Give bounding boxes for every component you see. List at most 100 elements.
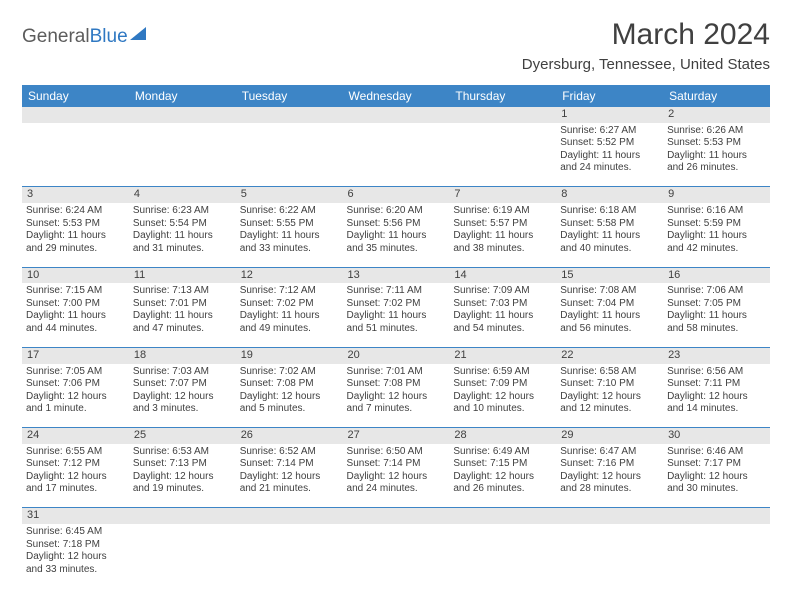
dl2: and 7 minutes. xyxy=(347,403,446,416)
dl2: and 26 minutes. xyxy=(667,162,766,175)
dl1: Daylight: 11 hours xyxy=(347,310,446,323)
sunrise: Sunrise: 6:50 AM xyxy=(347,446,446,459)
sunset: Sunset: 5:53 PM xyxy=(26,218,125,231)
sunrise: Sunrise: 7:08 AM xyxy=(560,285,659,298)
day-header: Thursday xyxy=(449,85,556,107)
dl1: Daylight: 11 hours xyxy=(26,310,125,323)
title-block: March 2024 Dyersburg, Tennessee, United … xyxy=(522,18,770,73)
day-content-cell: Sunrise: 7:11 AMSunset: 7:02 PMDaylight:… xyxy=(343,283,450,347)
day-content-cell: Sunrise: 7:09 AMSunset: 7:03 PMDaylight:… xyxy=(449,283,556,347)
dl1: Daylight: 12 hours xyxy=(667,471,766,484)
day-number-cell: 10 xyxy=(22,267,129,283)
dl1: Daylight: 12 hours xyxy=(240,471,339,484)
sunset: Sunset: 7:02 PM xyxy=(347,298,446,311)
day-number-cell: 9 xyxy=(663,187,770,203)
day-number-cell xyxy=(343,107,450,123)
sunset: Sunset: 5:52 PM xyxy=(560,137,659,150)
sunset: Sunset: 7:14 PM xyxy=(240,458,339,471)
day-content-cell xyxy=(129,524,236,588)
day-content-cell: Sunrise: 6:23 AMSunset: 5:54 PMDaylight:… xyxy=(129,203,236,267)
day-number-cell: 23 xyxy=(663,347,770,363)
day-content-cell: Sunrise: 6:24 AMSunset: 5:53 PMDaylight:… xyxy=(22,203,129,267)
dl2: and 31 minutes. xyxy=(133,243,232,256)
sunset: Sunset: 7:14 PM xyxy=(347,458,446,471)
dl1: Daylight: 11 hours xyxy=(453,310,552,323)
dl2: and 19 minutes. xyxy=(133,483,232,496)
day-number-cell xyxy=(449,508,556,524)
sunset: Sunset: 7:11 PM xyxy=(667,378,766,391)
day-number-row: 12 xyxy=(22,107,770,123)
day-number-row: 24252627282930 xyxy=(22,428,770,444)
day-number-cell: 2 xyxy=(663,107,770,123)
dl2: and 1 minute. xyxy=(26,403,125,416)
day-content-cell: Sunrise: 7:15 AMSunset: 7:00 PMDaylight:… xyxy=(22,283,129,347)
dl2: and 47 minutes. xyxy=(133,323,232,336)
day-content-cell: Sunrise: 7:03 AMSunset: 7:07 PMDaylight:… xyxy=(129,364,236,428)
sunset: Sunset: 7:06 PM xyxy=(26,378,125,391)
day-content-cell xyxy=(449,123,556,187)
day-content-cell: Sunrise: 6:55 AMSunset: 7:12 PMDaylight:… xyxy=(22,444,129,508)
day-content-cell: Sunrise: 6:26 AMSunset: 5:53 PMDaylight:… xyxy=(663,123,770,187)
day-content-cell: Sunrise: 6:46 AMSunset: 7:17 PMDaylight:… xyxy=(663,444,770,508)
day-content-cell xyxy=(556,524,663,588)
sunset: Sunset: 7:12 PM xyxy=(26,458,125,471)
day-content-cell: Sunrise: 6:53 AMSunset: 7:13 PMDaylight:… xyxy=(129,444,236,508)
dl1: Daylight: 12 hours xyxy=(347,471,446,484)
day-number-row: 3456789 xyxy=(22,187,770,203)
sunrise: Sunrise: 6:52 AM xyxy=(240,446,339,459)
dl2: and 33 minutes. xyxy=(240,243,339,256)
day-content-cell xyxy=(129,123,236,187)
dl2: and 26 minutes. xyxy=(453,483,552,496)
dl1: Daylight: 12 hours xyxy=(133,471,232,484)
sunset: Sunset: 5:57 PM xyxy=(453,218,552,231)
dl1: Daylight: 11 hours xyxy=(560,150,659,163)
sunrise: Sunrise: 6:20 AM xyxy=(347,205,446,218)
day-content-cell: Sunrise: 6:16 AMSunset: 5:59 PMDaylight:… xyxy=(663,203,770,267)
sunrise: Sunrise: 7:15 AM xyxy=(26,285,125,298)
day-content-row: Sunrise: 6:55 AMSunset: 7:12 PM Daylight:… xyxy=(22,444,770,508)
dl1: Daylight: 12 hours xyxy=(347,391,446,404)
sunset: Sunset: 7:15 PM xyxy=(453,458,552,471)
dl1: Daylight: 11 hours xyxy=(240,230,339,243)
dl2: and 28 minutes. xyxy=(560,483,659,496)
day-number-cell: 20 xyxy=(343,347,450,363)
day-number-cell: 21 xyxy=(449,347,556,363)
sunrise: Sunrise: 7:01 AM xyxy=(347,366,446,379)
day-header: Sunday xyxy=(22,85,129,107)
dl1: Daylight: 11 hours xyxy=(667,150,766,163)
dl2: and 10 minutes. xyxy=(453,403,552,416)
dl1: Daylight: 12 hours xyxy=(560,391,659,404)
dl2: and 30 minutes. xyxy=(667,483,766,496)
day-number-cell: 4 xyxy=(129,187,236,203)
sunset: Sunset: 7:10 PM xyxy=(560,378,659,391)
sunset: Sunset: 7:17 PM xyxy=(667,458,766,471)
dl2: and 58 minutes. xyxy=(667,323,766,336)
day-number-cell: 5 xyxy=(236,187,343,203)
day-number-cell: 7 xyxy=(449,187,556,203)
day-number-cell: 28 xyxy=(449,428,556,444)
sunrise: Sunrise: 7:06 AM xyxy=(667,285,766,298)
day-content-cell xyxy=(236,524,343,588)
sunset: Sunset: 7:08 PM xyxy=(347,378,446,391)
day-content-cell: Sunrise: 6:20 AMSunset: 5:56 PMDaylight:… xyxy=(343,203,450,267)
sunrise: Sunrise: 6:27 AM xyxy=(560,125,659,138)
sunrise: Sunrise: 7:05 AM xyxy=(26,366,125,379)
sunrise: Sunrise: 6:46 AM xyxy=(667,446,766,459)
day-number-cell: 12 xyxy=(236,267,343,283)
calendar-table: Sunday Monday Tuesday Wednesday Thursday… xyxy=(22,85,770,588)
sunset: Sunset: 7:07 PM xyxy=(133,378,232,391)
dl1: Daylight: 11 hours xyxy=(133,310,232,323)
day-number-cell: 30 xyxy=(663,428,770,444)
sunrise: Sunrise: 7:02 AM xyxy=(240,366,339,379)
day-content-row: Sunrise: 6:45 AMSunset: 7:18 PMDaylight:… xyxy=(22,524,770,588)
sunset: Sunset: 7:08 PM xyxy=(240,378,339,391)
sunset: Sunset: 7:13 PM xyxy=(133,458,232,471)
day-content-cell xyxy=(449,524,556,588)
sunset: Sunset: 5:56 PM xyxy=(347,218,446,231)
dl2: and 24 minutes. xyxy=(347,483,446,496)
day-content-cell: Sunrise: 7:12 AMSunset: 7:02 PMDaylight:… xyxy=(236,283,343,347)
sunrise: Sunrise: 6:55 AM xyxy=(26,446,125,459)
dl2: and 14 minutes. xyxy=(667,403,766,416)
sunrise: Sunrise: 6:22 AM xyxy=(240,205,339,218)
dl1: Daylight: 11 hours xyxy=(133,230,232,243)
